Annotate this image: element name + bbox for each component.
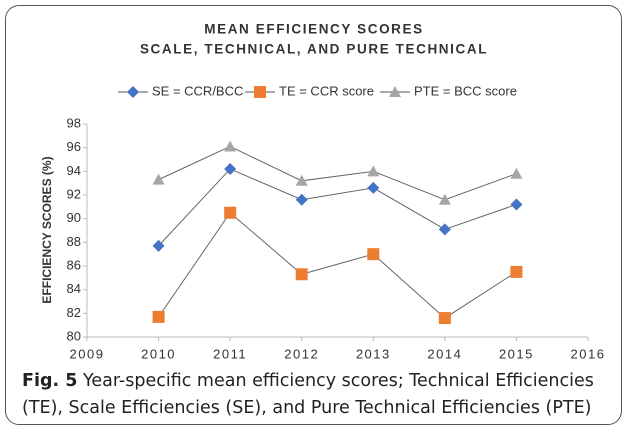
y-tick-label: 86 <box>67 257 81 272</box>
data-point <box>510 167 523 179</box>
data-point <box>438 223 451 236</box>
y-tick-label: 92 <box>67 186 81 201</box>
data-point <box>510 198 523 211</box>
legend-marker <box>389 86 401 97</box>
chart-title: MEAN EFFICIENCY SCORES <box>204 22 423 37</box>
data-point <box>295 174 308 186</box>
y-tick-label: 84 <box>67 281 81 296</box>
caption: Fig. 5 Year-specific mean efficiency sco… <box>22 368 622 422</box>
series-line <box>158 212 517 319</box>
data-point <box>152 239 165 252</box>
x-tick-label: 2010 <box>141 346 176 361</box>
x-tick-label: 2009 <box>70 346 105 361</box>
data-point <box>224 140 237 152</box>
legend-marker <box>254 86 266 98</box>
y-axis-label: EFFICIENCY SCORES (%) <box>40 156 54 303</box>
y-tick-label: 88 <box>67 234 81 249</box>
x-tick-label: 2011 <box>213 346 247 361</box>
y-tick-label: 90 <box>67 210 81 225</box>
legend-marker <box>127 86 139 98</box>
chart-subtitle: SCALE, TECHNICAL, AND PURE TECHNICAL <box>140 42 488 57</box>
x-tick-label: 2013 <box>356 346 391 361</box>
data-point <box>367 248 380 261</box>
legend-label: PTE = BCC score <box>414 83 517 98</box>
data-point <box>510 265 523 278</box>
x-tick-label: 2014 <box>427 346 462 361</box>
data-point <box>438 193 451 205</box>
x-tick-label: 2016 <box>571 346 606 361</box>
legend-label: TE = CCR score <box>279 83 374 98</box>
data-point <box>438 312 451 325</box>
caption-text: Year-specific mean efficiency scores; Te… <box>22 371 594 418</box>
caption-label: Fig. 5 <box>22 371 78 391</box>
chart: MEAN EFFICIENCY SCORES SCALE, TECHNICAL,… <box>40 22 606 362</box>
x-tick-label: 2015 <box>499 346 534 361</box>
data-point <box>295 268 308 281</box>
data-point <box>224 162 237 175</box>
data-point <box>152 310 165 323</box>
series-line <box>158 145 517 201</box>
y-tick-label: 82 <box>67 305 81 320</box>
y-tick-label: 96 <box>67 139 81 154</box>
data-point <box>224 206 237 219</box>
y-tick-label: 94 <box>67 163 81 178</box>
series-line <box>158 168 517 247</box>
y-tick-label: 80 <box>67 328 81 343</box>
y-tick-label: 98 <box>67 115 81 130</box>
legend-label: SE = CCR/BCC <box>152 83 243 98</box>
frame <box>5 5 622 425</box>
data-point <box>295 193 308 206</box>
data-point <box>367 181 380 194</box>
data-point <box>152 173 165 185</box>
data-point <box>367 165 380 177</box>
x-tick-label: 2012 <box>284 346 319 361</box>
